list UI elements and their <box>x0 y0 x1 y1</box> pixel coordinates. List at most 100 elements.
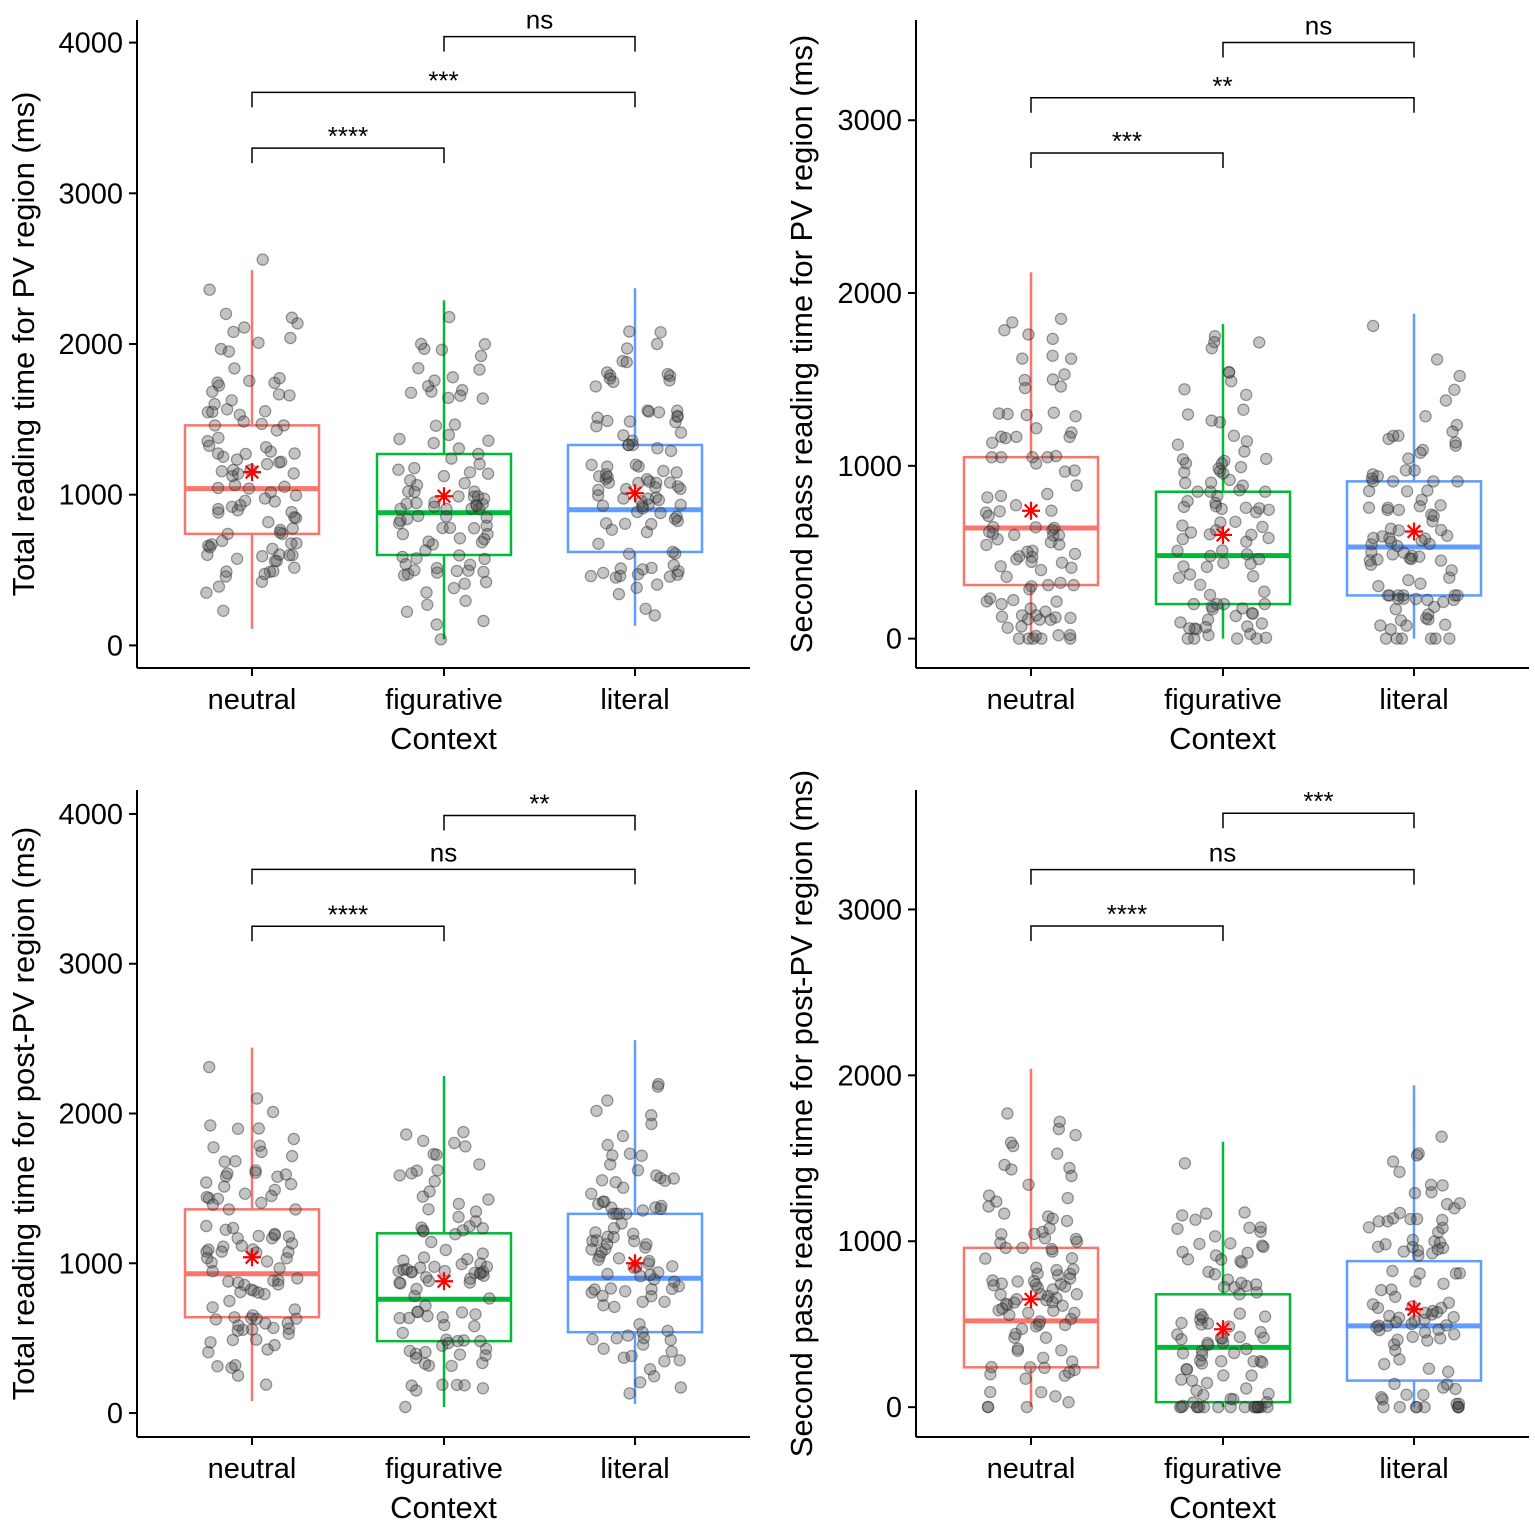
data-point <box>413 1261 427 1274</box>
data-point <box>470 499 483 512</box>
box-figurative <box>375 1076 513 1408</box>
data-point <box>283 549 296 562</box>
mean-marker-figurative <box>435 487 453 506</box>
data-point <box>1440 1319 1453 1332</box>
data-point <box>270 554 283 568</box>
data-point <box>480 519 493 532</box>
data-point <box>626 438 640 452</box>
data-point <box>589 380 602 393</box>
data-point <box>1018 373 1031 387</box>
data-point <box>1199 620 1213 634</box>
data-point <box>1030 609 1043 622</box>
data-point <box>1171 1328 1184 1341</box>
data-point <box>601 1230 615 1243</box>
mean-marker-neutral <box>1022 501 1040 520</box>
data-point <box>215 1245 228 1258</box>
data-point <box>1257 1240 1270 1254</box>
data-point <box>1436 1381 1450 1394</box>
data-point <box>260 457 274 471</box>
data-point <box>1449 1267 1463 1280</box>
mean-marker-literal <box>626 1254 644 1273</box>
data-point <box>1180 1362 1193 1376</box>
data-point <box>1011 1344 1024 1358</box>
x-tick-label-neutral: neutral <box>987 684 1076 716</box>
data-point <box>1254 1354 1267 1368</box>
data-point <box>601 460 614 473</box>
data-point <box>392 1264 405 1278</box>
data-point <box>1021 1306 1035 1320</box>
data-point <box>393 1311 406 1325</box>
data-point <box>645 561 658 575</box>
data-point <box>410 1282 423 1296</box>
data-point <box>1205 600 1219 614</box>
data-point <box>1067 1263 1080 1276</box>
points-literal <box>1362 319 1466 645</box>
comparison-neutral-literal: ** <box>1030 71 1415 113</box>
data-point <box>1362 1221 1376 1234</box>
data-point <box>1391 589 1405 602</box>
data-point <box>1224 1237 1237 1250</box>
data-point <box>208 419 222 432</box>
data-point <box>636 500 649 513</box>
data-point <box>1434 554 1448 567</box>
data-point <box>1189 1213 1202 1226</box>
data-point <box>1052 538 1066 551</box>
data-point <box>256 253 269 266</box>
data-point <box>1049 1390 1062 1403</box>
data-point <box>282 1322 296 1336</box>
data-point <box>1046 373 1060 386</box>
data-point <box>208 397 221 411</box>
data-point <box>1448 1202 1461 1215</box>
points-literal <box>584 325 688 622</box>
data-point <box>1068 1306 1081 1320</box>
data-point <box>1381 501 1395 514</box>
data-point <box>1065 426 1078 439</box>
data-point <box>1440 1197 1454 1211</box>
data-point <box>667 558 681 572</box>
data-point <box>1054 380 1068 393</box>
data-point <box>1370 1320 1383 1334</box>
data-point <box>225 1361 238 1374</box>
data-point <box>671 410 684 423</box>
data-point <box>1365 546 1378 559</box>
data-point <box>1412 1249 1425 1262</box>
data-point <box>1372 1215 1386 1228</box>
mean-stroke <box>1215 1322 1231 1337</box>
data-point <box>463 1220 476 1233</box>
data-point <box>1193 1400 1206 1414</box>
data-point <box>590 420 603 433</box>
data-point <box>249 1164 262 1177</box>
data-point <box>1250 1286 1264 1299</box>
data-point <box>1022 1178 1035 1192</box>
data-point <box>609 571 623 584</box>
data-point <box>1246 607 1260 620</box>
data-point <box>260 1255 274 1268</box>
box-literal <box>566 1040 704 1405</box>
data-point <box>994 560 1007 573</box>
data-point <box>1249 506 1263 519</box>
data-point <box>586 1234 599 1248</box>
data-point <box>1005 1163 1018 1176</box>
data-point <box>259 1317 272 1330</box>
data-point <box>408 1289 421 1303</box>
data-point <box>1045 504 1058 517</box>
data-point <box>228 362 241 375</box>
data-point <box>1371 1301 1385 1315</box>
data-point <box>1439 394 1453 407</box>
data-point <box>1233 1288 1246 1301</box>
mean-stroke <box>1406 524 1422 539</box>
data-point <box>1058 1280 1072 1293</box>
data-point <box>453 532 467 545</box>
data-point <box>1235 1276 1248 1290</box>
data-point <box>1011 1275 1024 1288</box>
data-point <box>476 392 489 405</box>
data-point <box>998 1207 1011 1220</box>
data-point <box>217 604 230 618</box>
data-point <box>1029 521 1042 534</box>
data-point <box>643 1254 656 1268</box>
data-point <box>428 374 441 387</box>
data-point <box>472 502 486 515</box>
data-point <box>1386 429 1400 443</box>
data-point <box>1440 529 1454 543</box>
data-point <box>979 1252 992 1265</box>
